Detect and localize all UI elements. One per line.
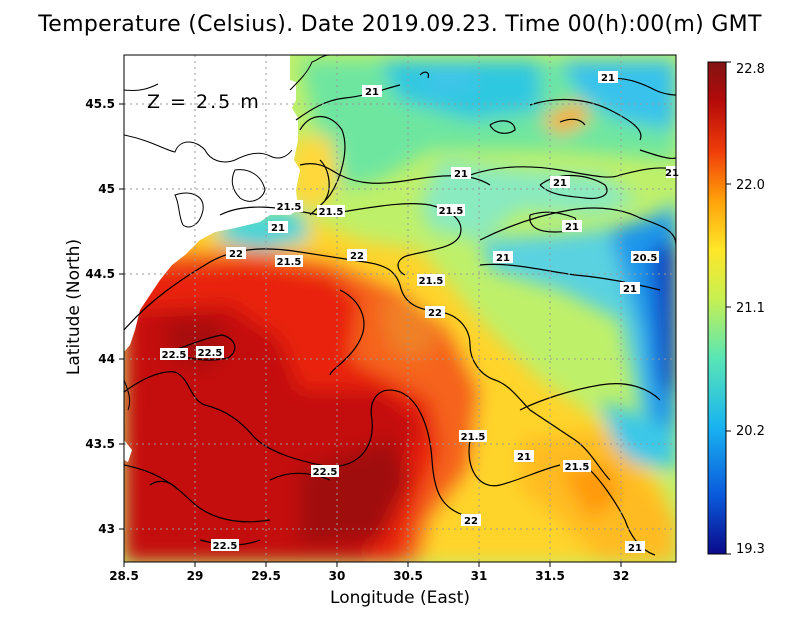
- contour-label: 21.5: [563, 460, 591, 473]
- svg-text:22.5: 22.5: [213, 541, 238, 552]
- svg-text:22.5: 22.5: [198, 348, 223, 359]
- contour-label: 21: [620, 282, 640, 295]
- svg-text:21: 21: [517, 452, 531, 463]
- svg-text:22: 22: [428, 308, 442, 319]
- svg-text:22: 22: [464, 516, 478, 527]
- contour-label: 22.5: [311, 465, 339, 478]
- x-tick-label: 29.5: [251, 569, 281, 583]
- svg-text:21.5: 21.5: [277, 257, 302, 268]
- contour-label: 21: [625, 541, 645, 554]
- x-tick-label: 32: [613, 569, 630, 583]
- contour-label: 22: [425, 306, 445, 319]
- contour-label: 21.5: [459, 430, 487, 443]
- svg-text:21: 21: [565, 222, 579, 233]
- contour-label: 22.5: [160, 348, 188, 361]
- svg-text:22.5: 22.5: [162, 350, 187, 361]
- svg-text:20.5: 20.5: [633, 253, 658, 264]
- svg-text:21.5: 21.5: [419, 276, 444, 287]
- contour-label: 21.5: [417, 274, 445, 287]
- x-tick-labels: 28.5 29 29.5 30 30.5 31 31.5 32: [109, 569, 629, 583]
- contour-label: 21: [562, 220, 582, 233]
- y-tick-label: 44.5: [85, 267, 115, 281]
- svg-text:21.5: 21.5: [277, 202, 302, 213]
- y-tick-label: 44: [98, 352, 115, 366]
- contour-label: 21: [598, 71, 618, 84]
- colorbar: 22.8 22.0 21.1 20.2 19.3: [707, 61, 765, 557]
- y-tick-label: 45.5: [85, 97, 115, 111]
- contour-label: 22.5: [196, 346, 224, 359]
- svg-text:21: 21: [601, 73, 615, 84]
- x-tick-label: 31: [471, 569, 488, 583]
- colorbar-tick-label: 22.0: [736, 178, 765, 193]
- x-tick-label: 28.5: [109, 569, 139, 583]
- y-tick-labels: 43 43.5 44 44.5 45 45.5: [85, 97, 115, 536]
- y-tick-label: 43: [98, 522, 115, 536]
- contour-label: 21.5: [437, 204, 465, 217]
- colorbar-tick-label: 22.8: [736, 62, 765, 77]
- isotherm-labels: 21 21 21 21 21 21 21 21 21 21 21 21.5 21…: [160, 71, 686, 554]
- svg-text:21.5: 21.5: [319, 207, 344, 218]
- contour-label: 22: [461, 514, 481, 527]
- contour-label: 21: [451, 167, 471, 180]
- colorbar-tick-label: 21.1: [736, 301, 765, 316]
- y-tick-label: 45: [98, 182, 115, 196]
- x-tick-label: 30.5: [393, 569, 423, 583]
- contour-label: 21: [550, 176, 570, 189]
- svg-text:22: 22: [350, 251, 364, 262]
- svg-text:21: 21: [553, 178, 567, 189]
- x-tick-label: 29: [187, 569, 204, 583]
- colorbar-gradient: [707, 61, 727, 555]
- colorbar-tick-label: 20.2: [736, 424, 765, 439]
- contour-label: 21: [362, 85, 382, 98]
- svg-text:21: 21: [454, 169, 468, 180]
- svg-text:22: 22: [229, 249, 243, 260]
- contour-label: 21.5: [275, 200, 303, 213]
- temperature-field: [124, 55, 676, 562]
- svg-text:21.5: 21.5: [565, 462, 590, 473]
- contour-label: 21.5: [317, 205, 345, 218]
- svg-text:21: 21: [271, 223, 285, 234]
- svg-text:21: 21: [365, 87, 379, 98]
- svg-text:21.5: 21.5: [461, 432, 486, 443]
- y-tick-label: 43.5: [85, 437, 115, 451]
- contour-label: 21: [268, 221, 288, 234]
- depth-label: Z = 2.5 m: [147, 91, 261, 113]
- land-mask: [124, 55, 300, 462]
- contour-label: 21.5: [275, 255, 303, 268]
- svg-text:22.5: 22.5: [313, 467, 338, 478]
- plot-frame: [123, 54, 677, 563]
- contour-label: 21: [493, 251, 513, 264]
- svg-text:21: 21: [665, 168, 679, 179]
- contour-label: 21: [514, 450, 534, 463]
- axis-ticks: [119, 103, 622, 567]
- chart-title: Temperature (Celsius). Date 2019.09.23. …: [38, 12, 762, 37]
- svg-text:21: 21: [628, 543, 642, 554]
- svg-text:21: 21: [623, 284, 637, 295]
- grid-lines: [124, 55, 676, 562]
- x-tick-label: 30: [329, 569, 346, 583]
- contour-label: 20.5: [631, 251, 659, 264]
- x-axis-label: Longitude (East): [330, 588, 470, 608]
- svg-text:21.5: 21.5: [439, 206, 464, 217]
- contour-label: 22.5: [211, 539, 239, 552]
- x-tick-label: 31.5: [535, 569, 565, 583]
- contour-label: 22: [226, 247, 246, 260]
- contour-label: 22: [347, 249, 367, 262]
- svg-text:21: 21: [496, 253, 510, 264]
- colorbar-tick-label: 19.3: [736, 542, 765, 557]
